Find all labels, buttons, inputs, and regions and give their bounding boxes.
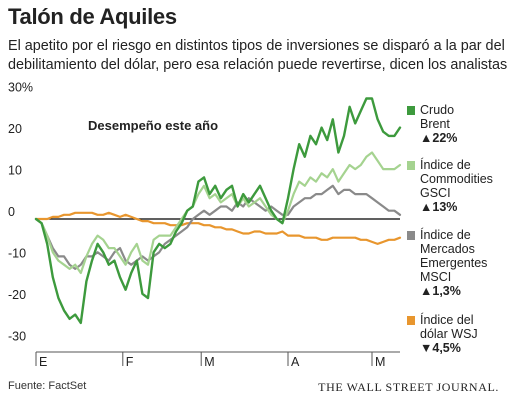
legend-label: Brent xyxy=(420,117,450,131)
y-tick-label: 20 xyxy=(8,122,22,136)
y-tick-label: 30% xyxy=(8,80,33,94)
legend-item-gsci: Índice de Commodities GSCI ▲13% xyxy=(407,158,493,214)
legend-label: Índice del xyxy=(420,313,474,327)
legend-item-dollar: Índice del dólar WSJ ▼4,5% xyxy=(407,313,478,355)
y-axis-ticks: 30% 20 10 0 -10 -20 -30 xyxy=(8,80,33,343)
x-tick-label: F xyxy=(126,355,134,369)
legend-label: Mercados xyxy=(420,242,475,256)
chart-subtitle: El apetito por el riesgo en distintos ti… xyxy=(8,38,508,73)
legend-label: MSCI xyxy=(420,270,452,284)
down-arrow-icon: ▼ xyxy=(420,341,433,355)
legend-swatch-brent xyxy=(407,106,415,115)
legend-label: Emergentes xyxy=(420,256,488,270)
legend-label: Crudo xyxy=(420,103,455,117)
legend-change-value: ▲13% xyxy=(420,200,493,214)
legend-change-text: 22% xyxy=(432,131,458,145)
y-tick-label: 10 xyxy=(8,163,22,177)
legend-change-text: 13% xyxy=(432,200,458,214)
y-tick-label: 0 xyxy=(8,205,15,219)
up-arrow-icon: ▲ xyxy=(420,284,433,298)
y-tick-label: -20 xyxy=(8,288,26,302)
series-line-brent xyxy=(34,97,402,325)
series-layer xyxy=(34,97,402,325)
legend-swatch-msci xyxy=(407,231,415,240)
source-note: Fuente: FactSet xyxy=(8,380,87,392)
legend-swatch-dollar xyxy=(407,316,415,325)
legend-label: Índice de xyxy=(420,228,471,242)
legend-label: Índice de xyxy=(420,158,471,172)
legend-swatch-gsci xyxy=(407,161,415,170)
x-tick-label: A xyxy=(291,355,300,369)
legend-change-text: 1,3% xyxy=(432,284,461,298)
legend-change-value: ▲22% xyxy=(420,131,457,145)
legend-item-brent: Crudo Brent ▲22% xyxy=(407,103,457,145)
legend-change-value: ▲1,3% xyxy=(420,284,487,298)
series-line-dollar xyxy=(34,211,402,245)
legend-label: GSCI xyxy=(420,186,451,200)
x-tick-label: M xyxy=(375,355,385,369)
x-tick-label: E xyxy=(39,355,47,369)
chart-title-main: Talón de Aquiles xyxy=(8,4,177,29)
up-arrow-icon: ▲ xyxy=(420,200,433,214)
publisher-logo: THE WALL STREET JOURNAL. xyxy=(318,380,499,394)
legend-change-value: ▼4,5% xyxy=(420,341,478,355)
legend-item-msci: Índice de Mercados Emergentes MSCI ▲1,3% xyxy=(407,228,488,298)
up-arrow-icon: ▲ xyxy=(420,131,433,145)
legend-label: Commodities xyxy=(420,172,493,186)
y-tick-label: -10 xyxy=(8,247,26,261)
chart-inner-title: Desempeño este año xyxy=(88,118,218,133)
y-tick-label: -30 xyxy=(8,330,26,344)
legend-change-text: 4,5% xyxy=(432,341,461,355)
x-tick-label: M xyxy=(204,355,214,369)
legend-label: dólar WSJ xyxy=(420,327,478,341)
series-line-gsci xyxy=(34,151,402,275)
series-line-msci xyxy=(34,184,402,270)
